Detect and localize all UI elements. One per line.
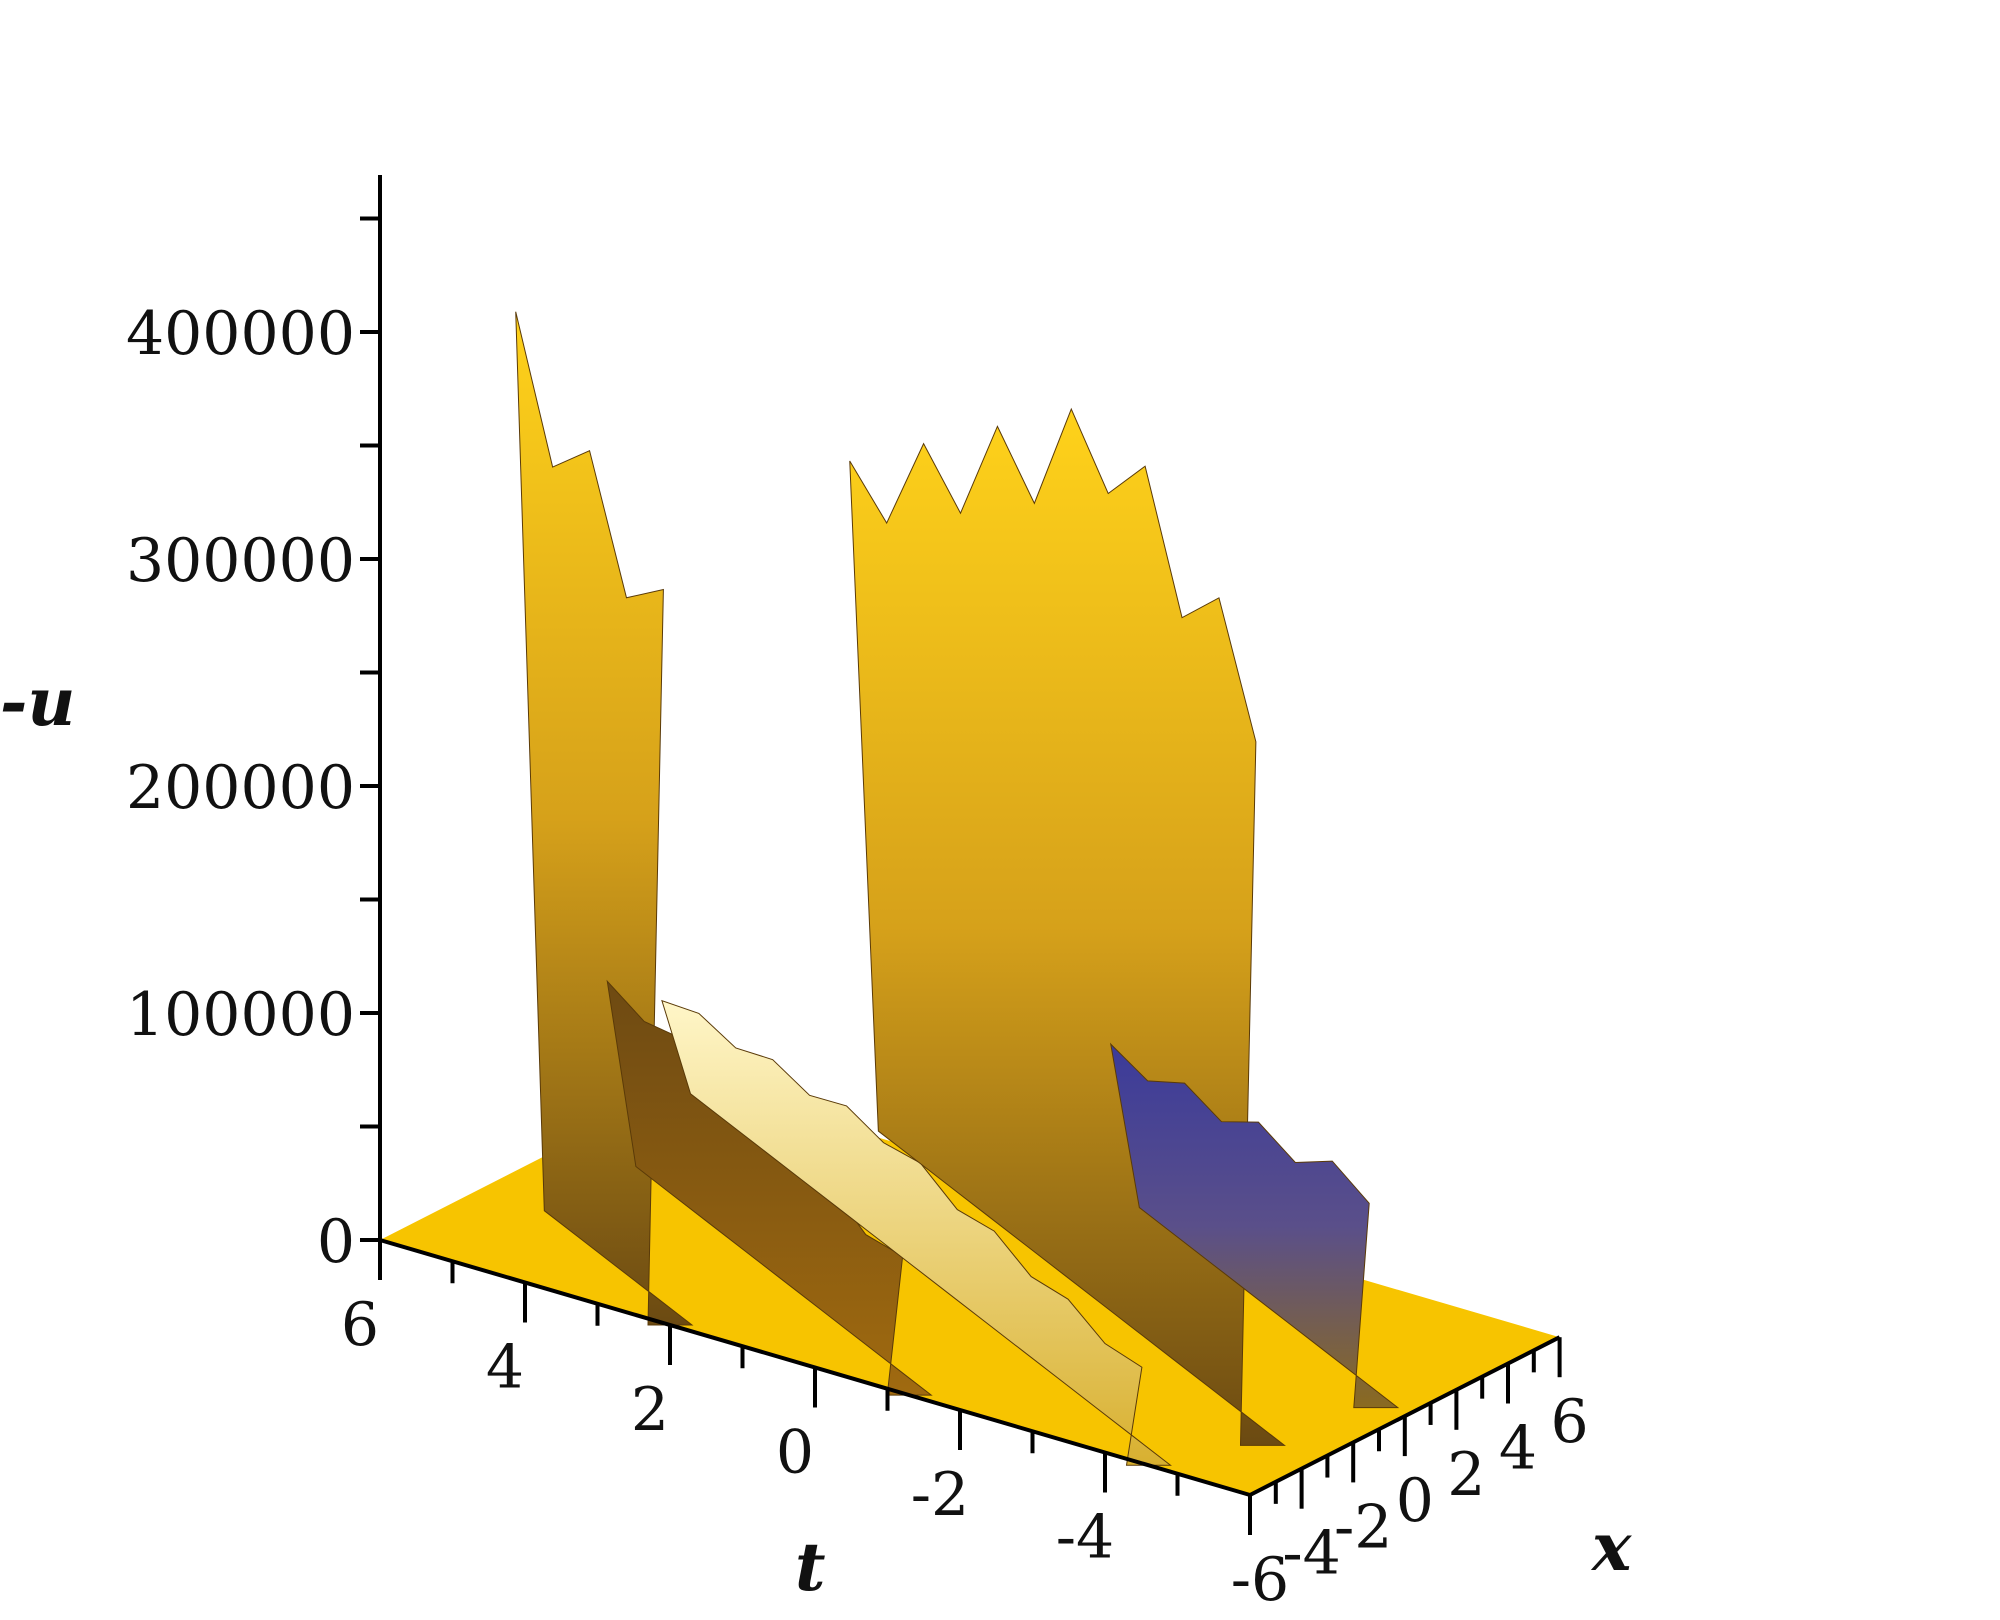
ridges-group bbox=[515, 311, 1400, 1466]
x-tick-label-1: -4 bbox=[1282, 1519, 1340, 1589]
t-tick-label-4: -2 bbox=[911, 1460, 969, 1530]
z-tick-label-3: 300000 bbox=[126, 526, 355, 596]
t-tick-label-3: 0 bbox=[776, 1418, 814, 1488]
ridge-5 bbox=[1109, 1042, 1400, 1409]
x-axis-title: x bbox=[1590, 1508, 1632, 1586]
ridge-3 bbox=[661, 999, 1172, 1466]
z-tick-label-0: 0 bbox=[317, 1207, 355, 1277]
z-tick-label-1: 100000 bbox=[126, 980, 355, 1050]
t-tick-label-1: 4 bbox=[486, 1333, 524, 1403]
t-tick-label-2: 2 bbox=[631, 1375, 669, 1445]
x-tick-label-4: 2 bbox=[1447, 1440, 1485, 1510]
z-axis-title: -u bbox=[0, 663, 75, 741]
ridge-shape-3 bbox=[661, 999, 1172, 1466]
x-tick-label-5: 4 bbox=[1499, 1414, 1537, 1484]
x-tick-label-6: 6 bbox=[1551, 1387, 1589, 1457]
z-tick-label-2: 200000 bbox=[126, 753, 355, 823]
ridge-shape-5 bbox=[1109, 1042, 1400, 1409]
t-tick-label-5: -4 bbox=[1056, 1503, 1114, 1573]
x-tick-label-0: -6 bbox=[1231, 1545, 1289, 1615]
t-axis-title: t bbox=[795, 1528, 826, 1606]
z-tick-label-4: 400000 bbox=[126, 299, 355, 369]
x-tick-label-2: -2 bbox=[1334, 1492, 1392, 1562]
t-tick-label-0: 6 bbox=[341, 1290, 379, 1360]
x-tick-label-3: 0 bbox=[1396, 1466, 1434, 1536]
